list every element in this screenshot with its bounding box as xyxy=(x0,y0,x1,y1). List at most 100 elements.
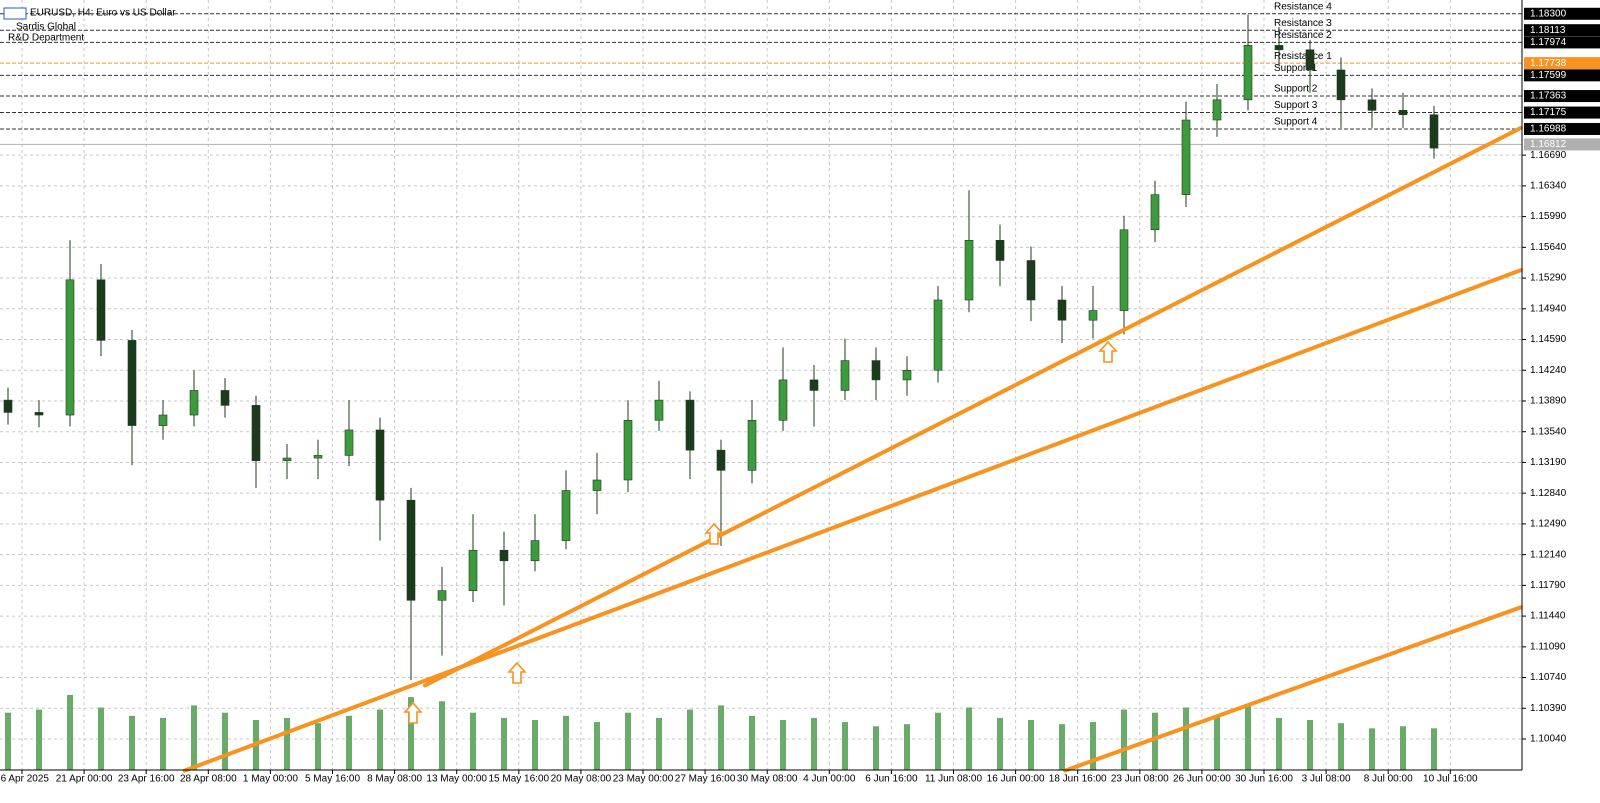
level-name: Resistance 1 xyxy=(1274,51,1332,62)
x-tick-label: 30 May 08:00 xyxy=(737,774,798,785)
candle-body xyxy=(685,399,695,451)
up-arrow xyxy=(507,661,527,684)
candle-body xyxy=(747,419,757,471)
volume-bar xyxy=(67,695,73,770)
volume-bar xyxy=(5,712,11,770)
x-tick-label: 28 Apr 08:00 xyxy=(180,774,237,785)
y-tick-label: 1.11090 xyxy=(1530,641,1566,652)
volume-bar xyxy=(718,705,724,770)
volume-bar xyxy=(1214,715,1220,770)
candle-body xyxy=(220,390,230,406)
candle-body xyxy=(406,499,416,601)
level-name: Support 3 xyxy=(1274,100,1318,111)
volume-bar xyxy=(1307,720,1313,770)
subtitle: Sardis Global xyxy=(16,22,76,33)
x-tick-label: 23 May 00:00 xyxy=(613,774,674,785)
candle-body xyxy=(158,414,168,426)
price-label-box xyxy=(1524,106,1600,119)
volume-bar xyxy=(811,717,817,770)
volume-bar xyxy=(532,720,538,770)
volume-bar xyxy=(1431,728,1437,770)
candle-body xyxy=(840,360,850,391)
volume-bar xyxy=(842,722,848,770)
volume-bar xyxy=(1183,707,1189,770)
price-label-box xyxy=(1524,24,1600,37)
x-tick-label: 20 May 08:00 xyxy=(551,774,612,785)
x-tick-label: 1 May 00:00 xyxy=(243,774,298,785)
price-label-box xyxy=(1524,138,1600,151)
candle-body xyxy=(468,549,478,591)
trendline xyxy=(422,125,1523,688)
candle-body xyxy=(1119,229,1129,311)
candle-body xyxy=(1212,99,1222,121)
volume-bar xyxy=(935,712,941,770)
volume-bar xyxy=(904,724,910,770)
candle-body xyxy=(902,369,912,381)
y-tick-label: 1.16690 xyxy=(1530,150,1567,161)
volume-bar xyxy=(129,715,135,770)
chart-title: EURUSD, H4: Euro vs US Dollar xyxy=(30,8,176,19)
volume-bar xyxy=(780,720,786,770)
x-tick-label: 18 Jun 16:00 xyxy=(1049,774,1107,785)
y-tick-label: 1.13540 xyxy=(1530,426,1567,437)
volume-bar xyxy=(594,722,600,770)
volume-bar xyxy=(191,705,197,770)
level-name: Support 1 xyxy=(1274,63,1318,74)
candle-body xyxy=(1150,194,1160,231)
price-label: 1.16988 xyxy=(1530,124,1567,135)
y-tick-label: 1.13190 xyxy=(1530,457,1567,468)
y-tick-label: 1.15290 xyxy=(1530,273,1567,284)
y-tick-label: 1.14240 xyxy=(1530,365,1567,376)
price-label-box xyxy=(1524,7,1600,20)
x-tick-label: 15 May 16:00 xyxy=(488,774,549,785)
volume-bar xyxy=(966,707,972,770)
candle-body xyxy=(654,399,664,421)
volume-bar xyxy=(997,717,1003,770)
candle-body xyxy=(499,549,509,562)
candles xyxy=(3,14,1439,681)
candle-body xyxy=(1274,45,1284,51)
trendline xyxy=(1063,605,1523,773)
candle-body xyxy=(65,279,75,416)
candle-body xyxy=(1398,110,1408,116)
y-tick-label: 1.11440 xyxy=(1530,611,1566,622)
up-arrow xyxy=(1098,340,1118,363)
price-label: 1.18113 xyxy=(1530,25,1566,36)
volume-bar xyxy=(1338,723,1344,770)
y-tick-label: 1.12140 xyxy=(1530,549,1567,560)
x-tick-label: 13 May 00:00 xyxy=(426,774,487,785)
candle-body xyxy=(313,455,323,459)
price-label-box xyxy=(1524,122,1600,135)
up-arrow xyxy=(403,701,423,724)
y-tick-label: 1.12490 xyxy=(1530,519,1567,530)
volume-bar xyxy=(1121,709,1127,770)
candle-body xyxy=(933,299,943,371)
candle-body xyxy=(437,590,447,601)
candle-body xyxy=(592,479,602,491)
level-name: Resistance 3 xyxy=(1274,18,1332,29)
x-tick-label: 3 Jul 08:00 xyxy=(1302,774,1351,785)
x-tick-label: 8 May 08:00 xyxy=(367,774,422,785)
price-label: 1.17738 xyxy=(1530,58,1567,69)
x-tick-label: 5 May 16:00 xyxy=(305,774,360,785)
volume-bar xyxy=(1400,726,1406,770)
volume-bar xyxy=(1059,724,1065,770)
candle-body xyxy=(1088,310,1098,321)
volume-bar xyxy=(1152,712,1158,770)
x-tick-label: 4 Jun 00:00 xyxy=(803,774,856,785)
x-tick-label: 21 Apr 00:00 xyxy=(56,774,113,785)
price-label: 1.17974 xyxy=(1530,37,1567,48)
price-label: 1.18300 xyxy=(1530,8,1567,19)
candle-body xyxy=(1243,45,1253,101)
price-label: 1.16812 xyxy=(1530,139,1567,150)
candle-body xyxy=(3,399,13,413)
candle-body xyxy=(189,390,199,416)
volume-bar xyxy=(873,726,879,770)
price-label: 1.17363 xyxy=(1530,91,1567,102)
volume-bar xyxy=(284,717,290,770)
volume-bar xyxy=(36,709,42,770)
volume-bar xyxy=(1369,728,1375,770)
volume-bar xyxy=(501,717,507,770)
